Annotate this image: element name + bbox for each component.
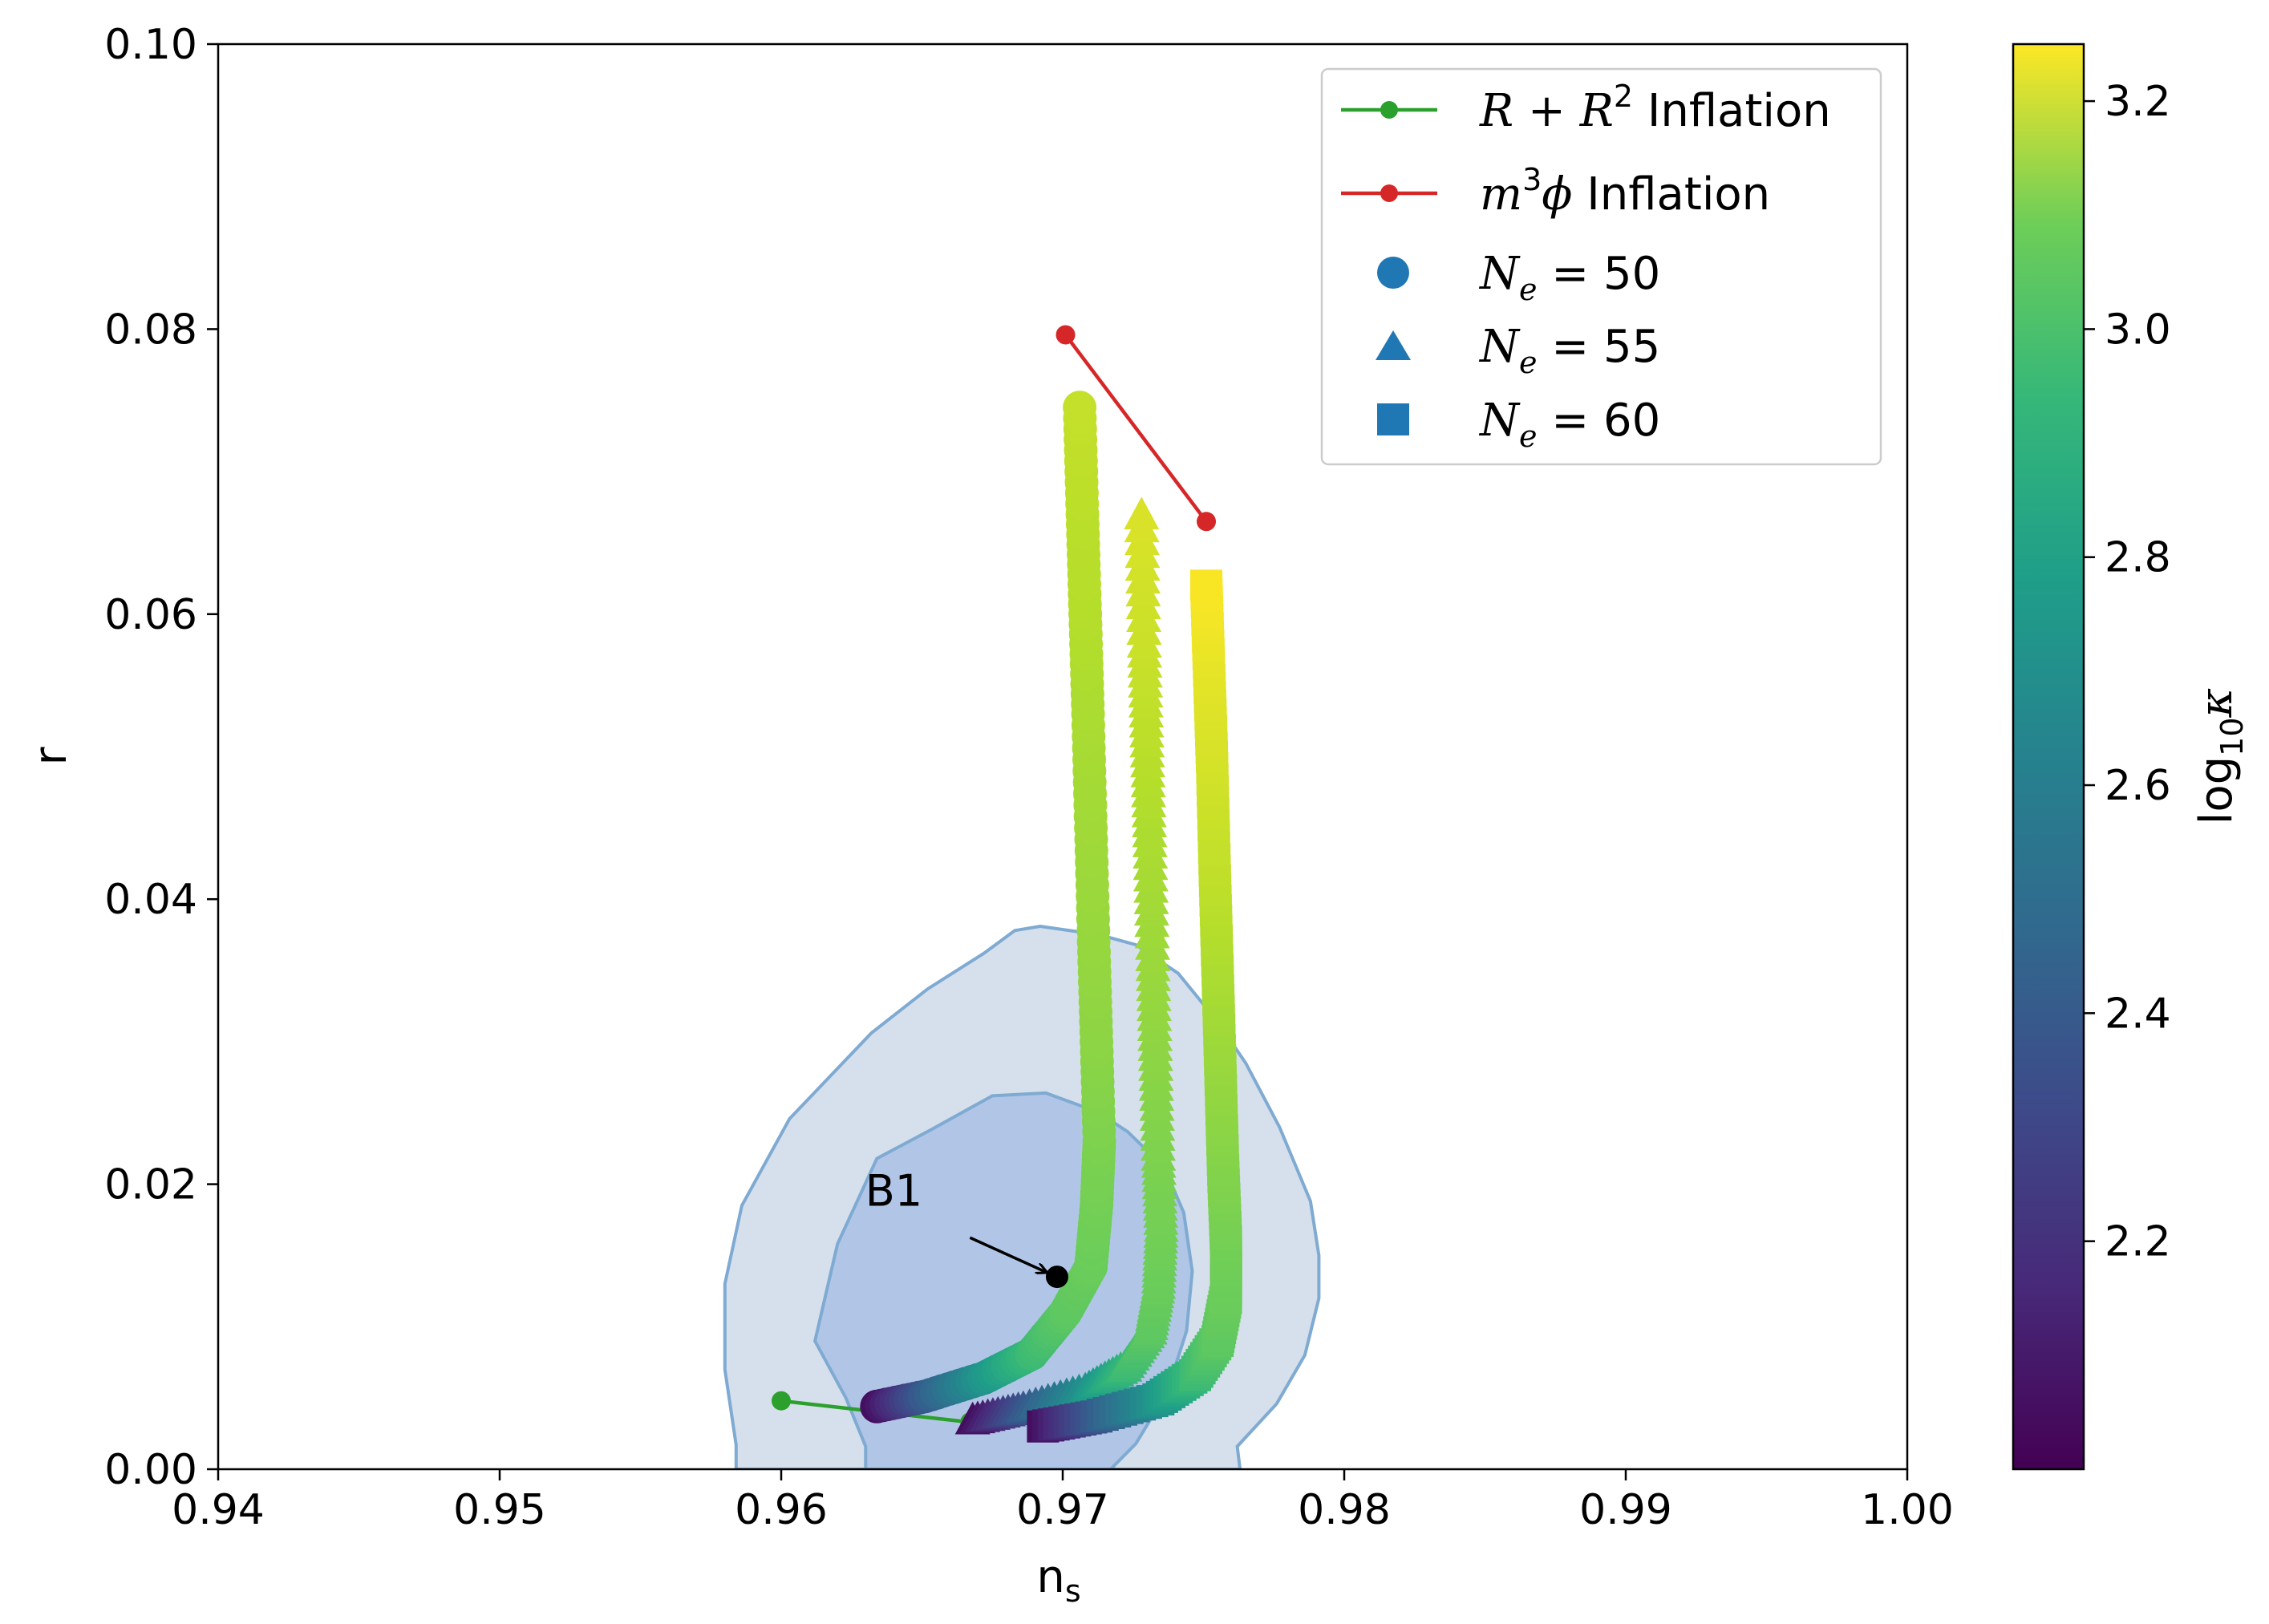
- legend: R + R2 Inflation m3ϕ Inflation Ne = 50 N…: [1320, 67, 1882, 466]
- annotation-label-b1: B1: [865, 1165, 922, 1216]
- colorbar-tick-label: 3.2: [2105, 78, 2171, 126]
- x-tick-label: 0.96: [735, 1486, 828, 1534]
- y-tick-label: 0.06: [104, 591, 197, 639]
- colorbar-tick-label: 2.4: [2105, 990, 2171, 1038]
- colorbar-tick-label: 2.2: [2105, 1218, 2171, 1266]
- annotations: B1: [865, 1165, 1068, 1289]
- x-tick-label: 1.00: [1861, 1486, 1954, 1534]
- legend-label-ne60: Ne = 60: [1478, 395, 1660, 454]
- colorbar-tick-label: 3.0: [2105, 306, 2171, 354]
- x-tick-label: 0.95: [453, 1486, 546, 1534]
- point-m3phi-inflation: [1055, 325, 1076, 345]
- legend-entry-r-r2: R + R2 Inflation: [1341, 79, 1831, 137]
- annotation-point-b1: [1045, 1266, 1068, 1289]
- point-r-r2-inflation: [772, 1391, 791, 1411]
- y-tick-label: 0.02: [104, 1161, 197, 1209]
- y-tick-label: 0.04: [104, 876, 197, 924]
- colorbar-ticks: 2.2 2.4 2.6 2.8 3.0 3.2: [2084, 78, 2171, 1266]
- y-tick-label: 0.00: [104, 1446, 197, 1494]
- legend-label-r-r2: R + R2 Inflation: [1479, 79, 1831, 137]
- legend-marker-red: [1380, 184, 1398, 202]
- scatter-point-triangle: [1124, 496, 1160, 530]
- legend-entry-ne55: Ne = 55: [1376, 321, 1660, 380]
- legend-marker-green: [1380, 101, 1398, 119]
- legend-entry-m3phi: m3ϕ Inflation: [1341, 162, 1770, 221]
- y-tick-label: 0.08: [104, 306, 197, 354]
- colorbar-label: log10κ: [2190, 688, 2250, 824]
- legend-box: [1320, 67, 1882, 466]
- x-axis-ticks: 0.94 0.95 0.96 0.97 0.98 0.99 1.00: [172, 1469, 1954, 1534]
- legend-label-ne50: Ne = 50: [1478, 248, 1660, 307]
- x-tick-label: 0.94: [172, 1486, 265, 1534]
- legend-entry-ne60: Ne = 60: [1377, 395, 1660, 454]
- line-m3phi-inflation: [1064, 334, 1208, 523]
- legend-label-ne55: Ne = 55: [1478, 321, 1660, 380]
- scatter-points: [860, 391, 1242, 1443]
- legend-circle-marker: [1377, 257, 1409, 289]
- legend-square-marker: [1377, 403, 1409, 435]
- x-axis-label: ns: [1036, 1551, 1080, 1609]
- y-axis-label: r: [25, 747, 77, 766]
- colorbar-frame: [2012, 43, 2085, 1471]
- point-m3phi-inflation: [1197, 512, 1217, 532]
- colorbar-tick-label: 2.6: [2105, 762, 2171, 810]
- x-tick-label: 0.98: [1298, 1486, 1391, 1534]
- scatter-point-circle: [1063, 391, 1097, 425]
- colorbar-gradient: [2013, 44, 2084, 1469]
- y-axis-ticks: 0.00 0.02 0.04 0.06 0.08 0.10: [104, 21, 218, 1494]
- x-tick-label: 0.99: [1579, 1486, 1672, 1534]
- y-tick-label: 0.10: [104, 21, 197, 69]
- colorbar-tick-label: 2.8: [2105, 534, 2171, 582]
- colorbar: 2.2 2.4 2.6 2.8 3.0 3.2 log10κ: [2012, 43, 2250, 1471]
- legend-label-m3phi: m3ϕ Inflation: [1480, 162, 1770, 221]
- scatter-point-square: [1190, 569, 1222, 602]
- legend-triangle-marker: [1376, 330, 1411, 360]
- x-tick-label: 0.97: [1016, 1486, 1109, 1534]
- annotation-arrow: [969, 1236, 1046, 1272]
- legend-entry-ne50: Ne = 50: [1377, 248, 1660, 307]
